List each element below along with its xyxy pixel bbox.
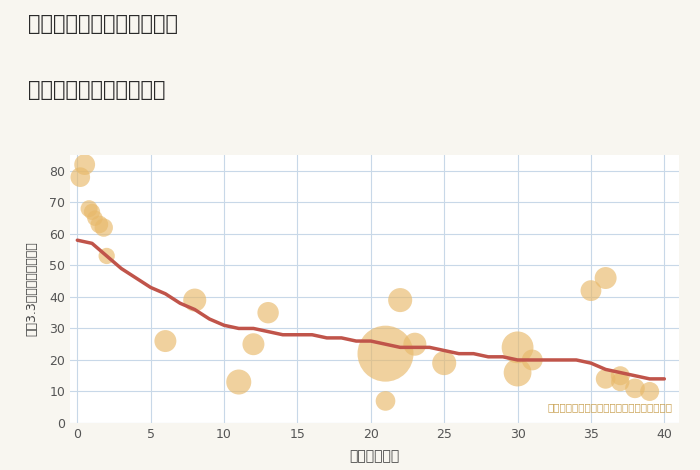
Point: [380, 350, 391, 357]
Point: [629, 384, 641, 392]
Point: [615, 372, 626, 379]
Point: [75, 173, 86, 181]
Point: [98, 224, 109, 231]
Point: [79, 161, 90, 168]
Point: [248, 340, 259, 348]
Text: 円の大きさは、取引のあった物件面積を示す: 円の大きさは、取引のあった物件面積を示す: [548, 402, 673, 412]
Point: [189, 296, 200, 304]
Point: [526, 356, 538, 364]
Point: [600, 375, 611, 383]
Text: 築年数別中古戸建て価格: 築年数別中古戸建て価格: [28, 80, 165, 100]
Point: [644, 388, 655, 395]
Point: [160, 337, 171, 345]
Point: [512, 344, 523, 351]
Point: [395, 296, 406, 304]
X-axis label: 築年数（年）: 築年数（年）: [349, 449, 400, 463]
Point: [233, 378, 244, 386]
Point: [83, 205, 94, 212]
Point: [615, 378, 626, 386]
Point: [90, 214, 101, 222]
Y-axis label: 坪（3.3㎡）単価（万円）: 坪（3.3㎡）単価（万円）: [25, 242, 38, 337]
Point: [101, 252, 112, 260]
Point: [410, 340, 421, 348]
Point: [94, 221, 105, 228]
Point: [600, 274, 611, 282]
Point: [380, 397, 391, 405]
Point: [86, 208, 97, 216]
Text: 三重県松阪市飯南町深野の: 三重県松阪市飯南町深野の: [28, 14, 178, 34]
Point: [512, 369, 523, 376]
Point: [439, 360, 450, 367]
Point: [262, 309, 274, 316]
Point: [585, 287, 596, 294]
